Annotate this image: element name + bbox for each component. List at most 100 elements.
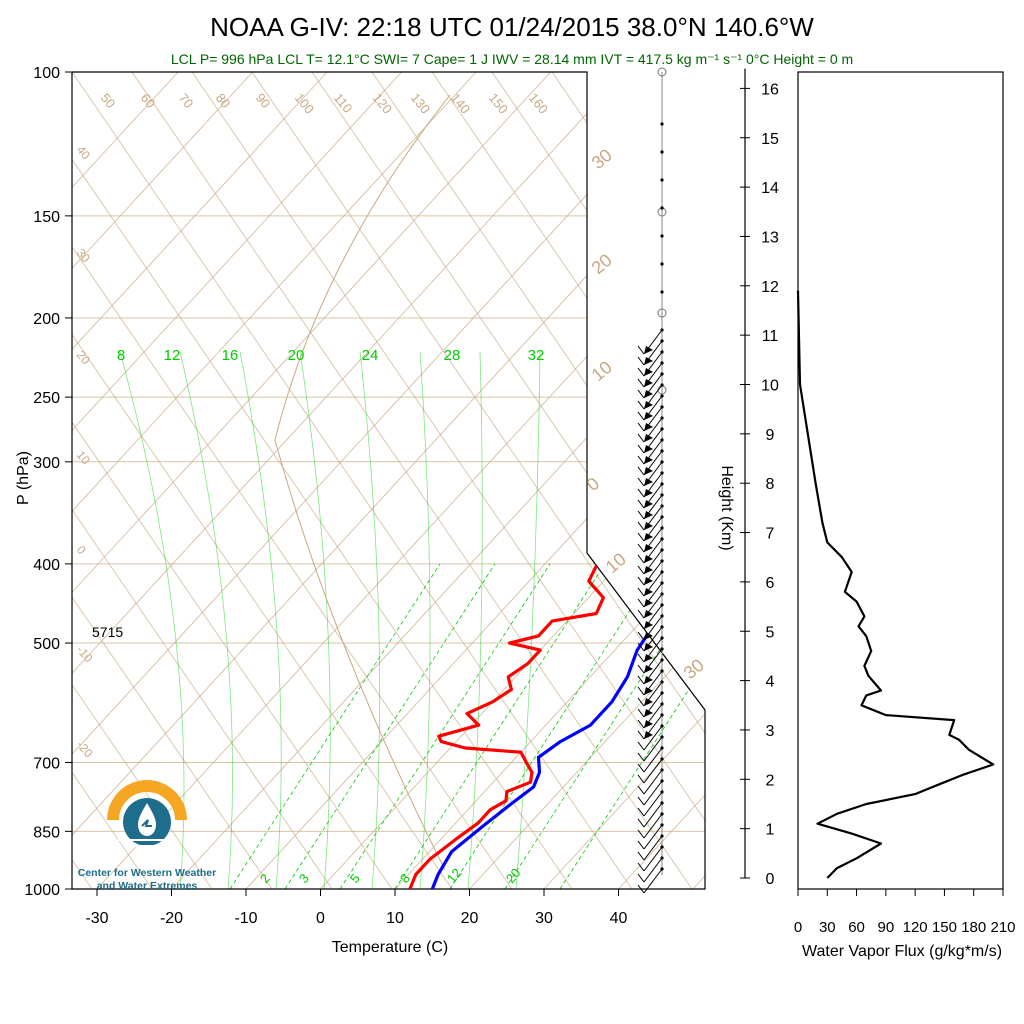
isotherm-label: 20 [74,348,94,367]
wind-barb-flag [637,532,645,542]
wind-barb-flag [637,862,645,872]
mixing-ratio-label: 20 [503,865,524,886]
mixing-ratio-line [339,563,551,889]
dry-adiabat-line [611,72,705,889]
dry-adiabat-line [131,72,693,889]
wind-barb-pennant [644,533,653,541]
wind-barb-flag [637,653,645,663]
height-tick-label: 10 [761,378,779,395]
wind-barb-pennant [644,720,653,728]
x-tick-label: 30 [535,910,553,927]
wind-barb-flag [637,741,645,751]
trace-point [622,382,623,383]
height-tick-label: 0 [766,871,775,888]
trace-point [740,375,741,376]
isotherm-label: 10 [74,448,94,467]
wind-barb-flag [637,609,645,619]
barb-dot [660,206,664,210]
cw3e-logo: Center for Western Weather and Water Ext… [78,780,216,892]
x-tick-label: -20 [160,910,183,927]
logo-text-line-1: Center for Western Weather [78,867,216,879]
flux-x-tick-label: 150 [932,919,957,936]
flux-x-tick-label: 120 [903,919,928,936]
theta-label: 30 [588,145,616,173]
trace-point [617,484,618,485]
trace-point [612,506,613,507]
moist-adiabat-line [239,351,282,889]
mixing-ratio-label: 5 [347,871,363,886]
isotherm-label: 70 [176,90,197,111]
wind-barb-staff [643,857,663,883]
isotherm-label: -20 [74,738,96,761]
mixing-ratio-label: 28 [444,347,461,364]
wind-barb-pennant [644,643,653,651]
skew-t-frame [71,71,706,890]
flux-traces [796,290,995,879]
y-tick-label: 700 [33,755,60,772]
flux-x-tick-label: 90 [878,919,895,936]
moist-adiabat-line [515,351,541,889]
wind-barb-flag [637,763,645,773]
isotherm-label: -10 [74,643,96,666]
mixing-ratio-label: 16 [222,347,239,364]
trace-point [613,335,614,336]
trace-point [656,621,657,622]
logo-bolt [141,819,152,827]
isotherm-label: 130 [408,90,433,116]
isotherm-line [72,72,328,889]
wind-barb-pennant [644,544,653,552]
wind-barb-flag [637,411,645,421]
y-tick-label: 1000 [24,882,60,899]
y-tick-label: 100 [33,65,60,82]
height-tick-label: 7 [766,526,775,543]
isotherm-label: 120 [370,90,395,116]
wind-barbs-column [637,67,667,894]
wind-barb-flag [637,730,645,740]
isotherm-label: 80 [213,90,234,111]
theta-label: 10 [602,549,630,577]
height-tick-label: 15 [761,131,779,148]
wind-barb-flag [637,565,645,575]
trace-point [747,343,748,344]
flux-x-tick-label: 210 [990,919,1015,936]
mixing-ratio-label: 24 [362,347,379,364]
trace-point [621,359,622,360]
wind-barb-pennant [644,489,653,497]
dry-adiabat-line [72,72,633,889]
isotherm-label: 100 [292,90,317,116]
wind-barb-pennant [644,379,653,387]
height-annotation: 5715 [92,624,123,640]
y-tick-label: 400 [33,557,60,574]
wind-barb-flag [637,664,645,674]
isotherm-line [72,72,700,889]
wind-barb-flag [637,433,645,443]
flux-x-tick-label: 30 [819,919,836,936]
trace-point [597,563,598,564]
dry-adiabat-line [251,72,705,889]
trace-point [612,417,613,418]
isotherm-line [72,72,626,889]
height-tick-label: 2 [766,772,775,789]
wind-barb-flag [637,598,645,608]
isotherm-label: 90 [253,90,274,111]
height-tick-label: 13 [761,229,779,246]
dry-adiabat-line [852,72,1024,889]
isotherm-line [96,72,705,889]
mixing-ratio-label: 3 [296,871,312,886]
barb-dot [660,122,664,126]
wind-barb-flag [637,840,645,850]
isotherm-line [72,72,705,889]
trace-point [721,437,722,438]
wind-barb-staff [643,747,663,773]
wind-barb-flag [637,543,645,553]
trace-point [687,554,688,555]
wind-barb-pennant [644,357,653,365]
theta-label: 30 [680,655,708,683]
wind-barb-flag [637,796,645,806]
trace-point [621,399,622,400]
wind-barb-staff [643,780,663,806]
dry-adiabat-line [431,72,705,889]
wind-barb-flag [637,774,645,784]
wind-barb-staff [643,835,663,861]
trace-point [710,473,711,474]
